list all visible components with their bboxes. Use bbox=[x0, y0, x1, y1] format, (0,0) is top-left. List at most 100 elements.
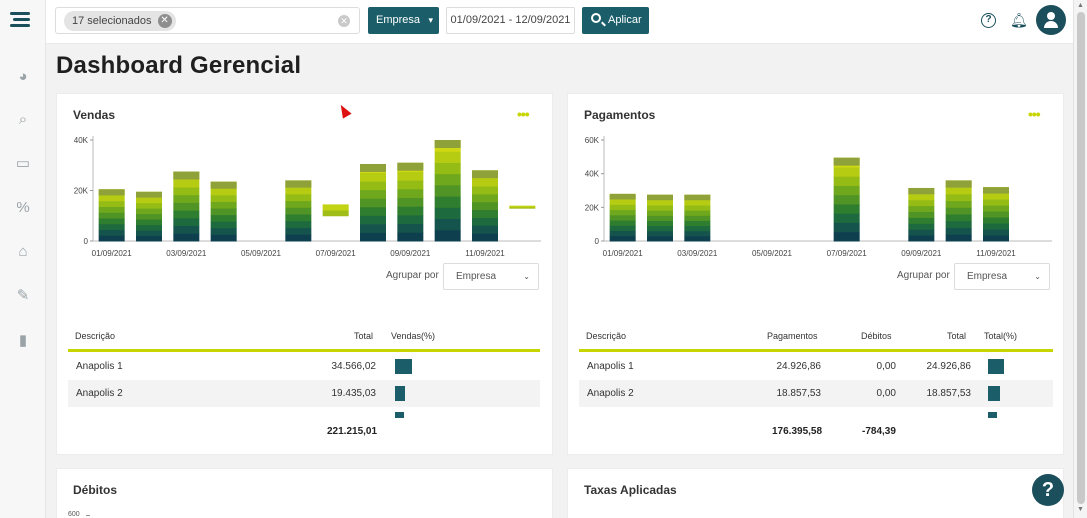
bar[interactable] bbox=[983, 187, 1009, 242]
bar-segment bbox=[609, 230, 636, 237]
bar-cap bbox=[945, 180, 972, 188]
bar-segment bbox=[285, 207, 312, 215]
avatar[interactable] bbox=[1036, 5, 1066, 35]
x-tick-label: 01/09/2021 bbox=[603, 249, 644, 258]
bar-segment bbox=[136, 219, 162, 226]
bar-cap bbox=[908, 187, 935, 195]
help-fab-button[interactable]: ? bbox=[1032, 474, 1064, 506]
table-row[interactable]: Anapolis 1 24.926,86 0,00 24.926,86 bbox=[579, 353, 1053, 380]
bar[interactable] bbox=[945, 180, 972, 242]
scroll-thumb[interactable] bbox=[1077, 12, 1085, 504]
bar-segment bbox=[647, 235, 673, 242]
scroll-up-icon[interactable]: ▲ bbox=[1077, 2, 1084, 9]
bar-segment bbox=[136, 213, 162, 220]
bar[interactable] bbox=[684, 194, 711, 242]
date-range-input[interactable]: 01/09/2021 - 12/09/2021 bbox=[446, 7, 575, 34]
x-tick-label: 01/09/2021 bbox=[92, 249, 133, 258]
x-tick-label: 05/09/2021 bbox=[241, 249, 282, 258]
table-row[interactable]: Anapolis 2 18.857,53 0,00 18.857,53 bbox=[579, 380, 1053, 407]
menu-logo-icon[interactable] bbox=[10, 12, 32, 30]
more-options-icon[interactable]: ••• bbox=[1028, 106, 1041, 122]
bar-segment bbox=[609, 199, 636, 205]
bar[interactable] bbox=[360, 163, 386, 242]
bar-cap bbox=[609, 193, 636, 200]
bar[interactable] bbox=[908, 187, 935, 242]
debitos-tick-line bbox=[86, 515, 90, 516]
pie-chart-icon[interactable]: ◕ bbox=[18, 68, 28, 85]
money-icon[interactable]: ▭ bbox=[15, 155, 31, 172]
bar[interactable] bbox=[509, 205, 536, 209]
debitos-card: Débitos 600 bbox=[56, 468, 553, 518]
bar[interactable] bbox=[397, 162, 424, 242]
bar[interactable] bbox=[136, 191, 162, 242]
bar-segment bbox=[173, 186, 200, 196]
bar[interactable] bbox=[434, 140, 461, 242]
help-icon[interactable]: ? bbox=[981, 13, 996, 28]
bar-cap bbox=[98, 189, 125, 196]
table-row[interactable]: Anapolis 2 19.435,03 bbox=[68, 380, 540, 407]
bar-segment bbox=[360, 189, 386, 199]
row-total: 34.566,02 bbox=[331, 361, 377, 372]
apply-button[interactable]: Aplicar bbox=[582, 7, 649, 34]
bar[interactable] bbox=[285, 180, 312, 242]
page-scrollbar[interactable]: ▲ ▼ bbox=[1073, 0, 1087, 518]
bar-segment bbox=[609, 220, 636, 226]
bar-segment bbox=[434, 207, 461, 220]
bank-icon[interactable]: ⌂ bbox=[18, 243, 28, 260]
y-tick-label: 40K bbox=[74, 136, 89, 145]
row-total: 18.857,53 bbox=[926, 388, 972, 399]
bar-segment bbox=[833, 203, 860, 214]
chevron-down-icon: ⌄ bbox=[1034, 272, 1041, 281]
bar-segment bbox=[945, 234, 972, 242]
row-pagamentos: 18.857,53 bbox=[776, 388, 822, 399]
bar[interactable] bbox=[98, 189, 125, 242]
company-filter-input[interactable]: 17 selecionados ✕ ✕ bbox=[55, 7, 360, 34]
bar-segment bbox=[833, 194, 860, 205]
bar[interactable] bbox=[472, 170, 498, 242]
scroll-down-icon[interactable]: ▼ bbox=[1077, 506, 1084, 513]
bar-segment bbox=[945, 220, 972, 229]
search-chart-icon[interactable]: ⌕ bbox=[18, 111, 28, 128]
selection-chip[interactable]: 17 selecionados ✕ bbox=[64, 11, 176, 31]
apply-button-label: Aplicar bbox=[608, 14, 642, 26]
header-divider bbox=[579, 349, 1053, 352]
more-options-icon[interactable]: ••• bbox=[517, 106, 530, 122]
bar[interactable] bbox=[173, 171, 200, 242]
y-tick-label: 0 bbox=[595, 237, 600, 246]
chip-remove-icon[interactable]: ✕ bbox=[157, 14, 172, 28]
bar-segment bbox=[397, 180, 424, 190]
bar-segment bbox=[173, 210, 200, 219]
bar-segment bbox=[472, 209, 498, 218]
bar-segment bbox=[945, 193, 972, 202]
file-upload-icon[interactable]: ▮ bbox=[18, 332, 28, 349]
bell-icon[interactable]: 🔔︎ bbox=[1010, 12, 1028, 28]
vendas-card: Vendas ••• 0 20K 40K 01/09/2021 03/09/2021 05… bbox=[56, 93, 553, 455]
bar-segment bbox=[210, 214, 237, 222]
header-divider bbox=[68, 349, 540, 352]
row-desc: Anapolis 2 bbox=[76, 388, 123, 399]
table-row[interactable]: Anapolis 1 34.566,02 bbox=[68, 353, 540, 380]
row-pagamentos: 24.926,86 bbox=[776, 361, 822, 372]
group-by-select[interactable]: Empresa ⌄ bbox=[954, 263, 1050, 290]
bar-segment bbox=[285, 187, 312, 195]
bar[interactable] bbox=[322, 204, 349, 217]
bar-segment bbox=[360, 172, 386, 182]
entity-select[interactable]: Empresa ▾ bbox=[368, 7, 439, 34]
bar[interactable] bbox=[609, 193, 636, 242]
bar[interactable] bbox=[210, 181, 237, 242]
bar[interactable] bbox=[833, 157, 860, 242]
col-header-desc: Descrição bbox=[75, 331, 116, 341]
pagamentos-title: Pagamentos bbox=[584, 108, 656, 122]
pencil-icon[interactable]: ✎ bbox=[16, 287, 30, 304]
bar-segment bbox=[136, 235, 162, 242]
bar-segment bbox=[908, 205, 935, 213]
col-header-total: Total bbox=[947, 331, 967, 341]
bar-segment bbox=[434, 196, 461, 208]
bar-segment bbox=[360, 232, 386, 242]
row-pct-bar bbox=[395, 359, 413, 374]
bar[interactable] bbox=[647, 194, 673, 242]
percent-icon[interactable]: % bbox=[16, 199, 30, 216]
clear-icon[interactable]: ✕ bbox=[338, 15, 350, 27]
entity-select-label: Empresa bbox=[376, 14, 421, 26]
group-by-select[interactable]: Empresa ⌄ bbox=[443, 263, 539, 290]
